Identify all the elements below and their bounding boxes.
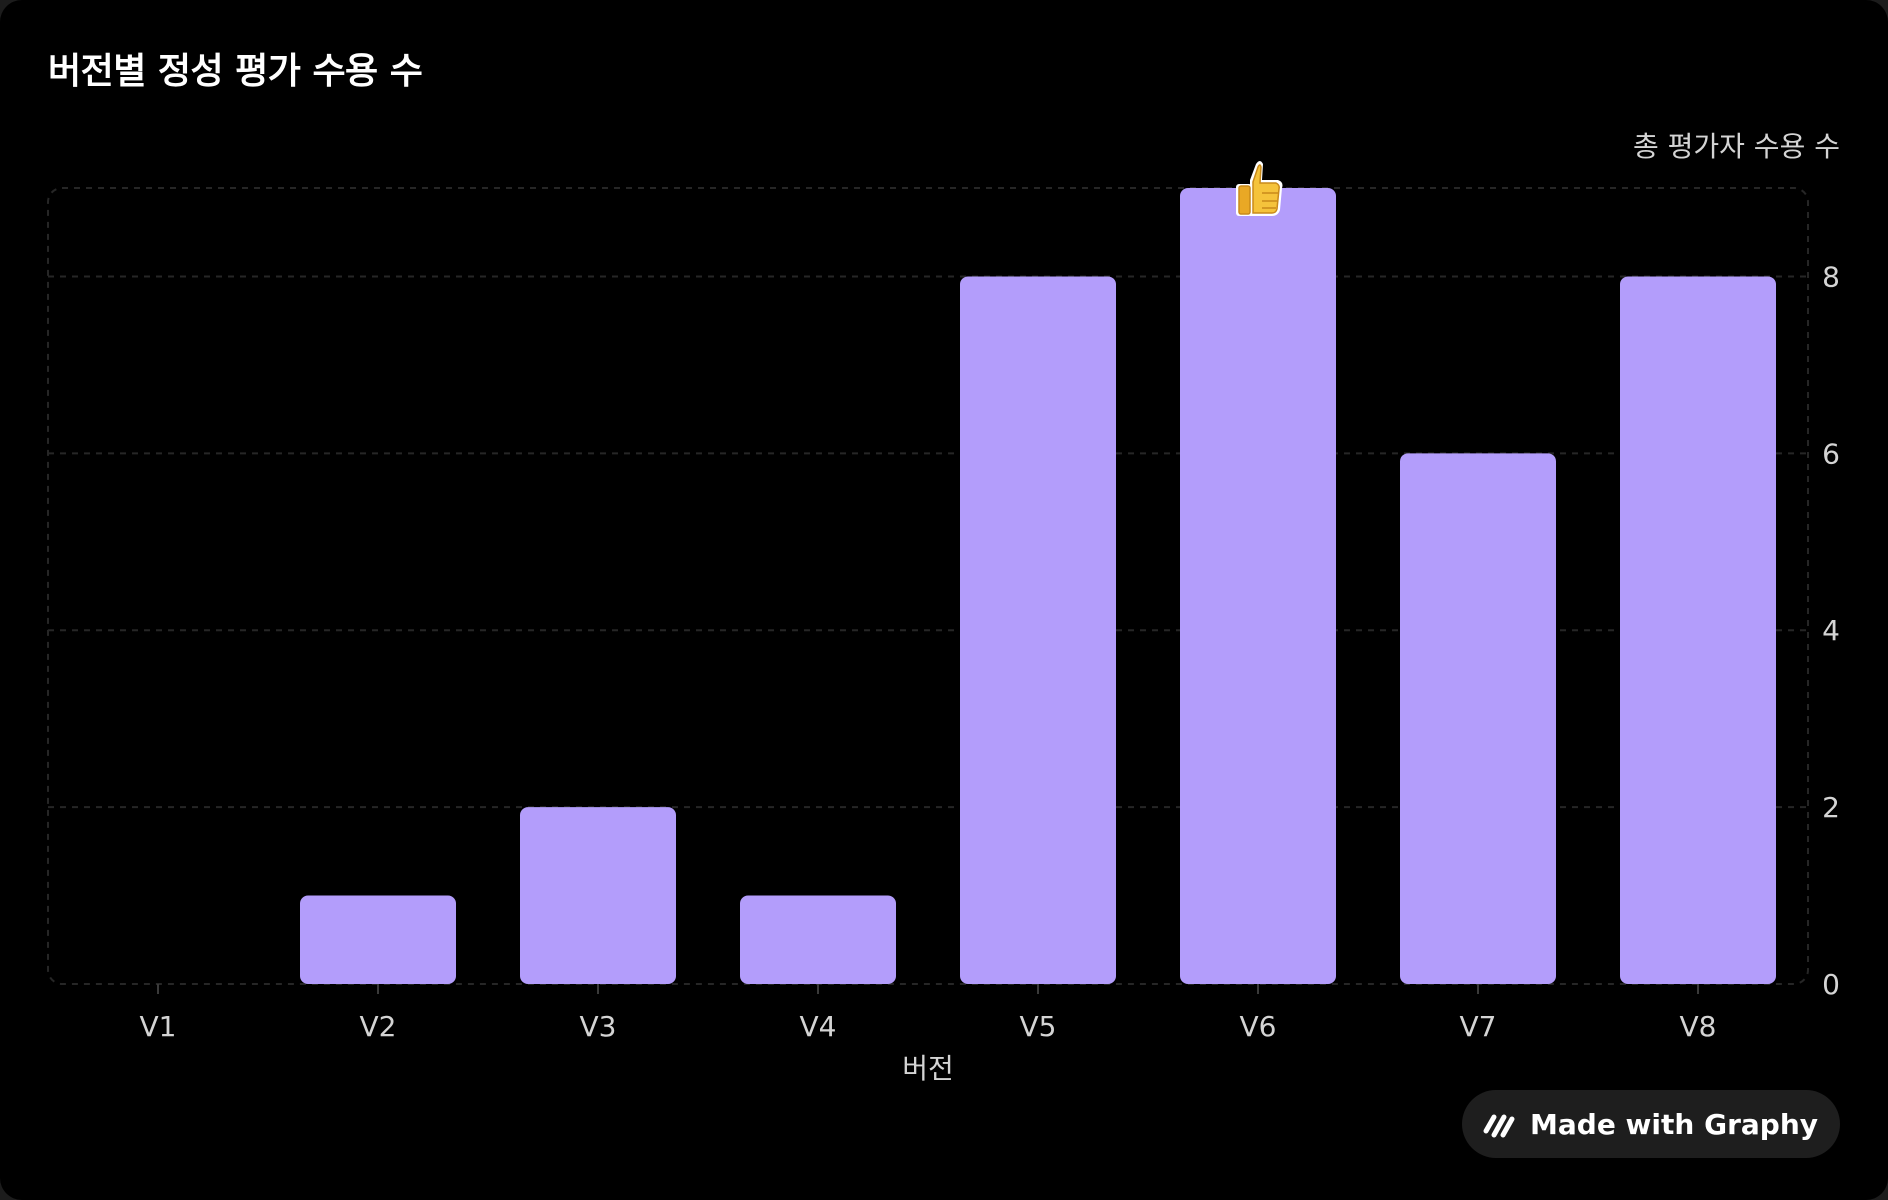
y-tick-label-0: 0 [1822, 968, 1840, 1001]
thumbs-up-icon [1236, 161, 1283, 216]
y-tick-label-4: 4 [1822, 614, 1840, 647]
made-with-graphy-badge[interactable]: Made with Graphy [1462, 1090, 1840, 1158]
badge-label: Made with Graphy [1530, 1107, 1818, 1141]
bar-v7 [1400, 453, 1556, 984]
y-tick-label-6: 6 [1822, 437, 1840, 470]
y-axis-label: 총 평가자 수용 수 [1633, 130, 1840, 163]
x-tick-label-v1: V1 [140, 1010, 177, 1043]
bar-v4 [740, 895, 896, 984]
plot-frame [47, 187, 1809, 985]
bar-v5 [960, 276, 1116, 984]
chart-title: 버전별 정성 평가 수용 수 [48, 51, 423, 92]
x-tick-label-v3: V3 [580, 1010, 617, 1043]
x-tick-label-v5: V5 [1020, 1010, 1057, 1043]
bar-v3 [520, 807, 676, 984]
bar-v2 [300, 895, 456, 984]
x-axis-label: 버전 [902, 1052, 954, 1085]
graphy-logo-icon [1482, 1109, 1516, 1139]
x-tick-label-v7: V7 [1460, 1010, 1497, 1043]
x-tick-label-v2: V2 [360, 1010, 397, 1043]
bar-v8 [1620, 276, 1776, 984]
y-tick-label-8: 8 [1822, 260, 1840, 293]
x-tick-label-v4: V4 [800, 1010, 837, 1043]
x-tick-label-v6: V6 [1240, 1010, 1277, 1043]
x-tick-label-v8: V8 [1680, 1010, 1717, 1043]
y-tick-label-2: 2 [1822, 791, 1840, 824]
bar-v6 [1180, 188, 1336, 984]
